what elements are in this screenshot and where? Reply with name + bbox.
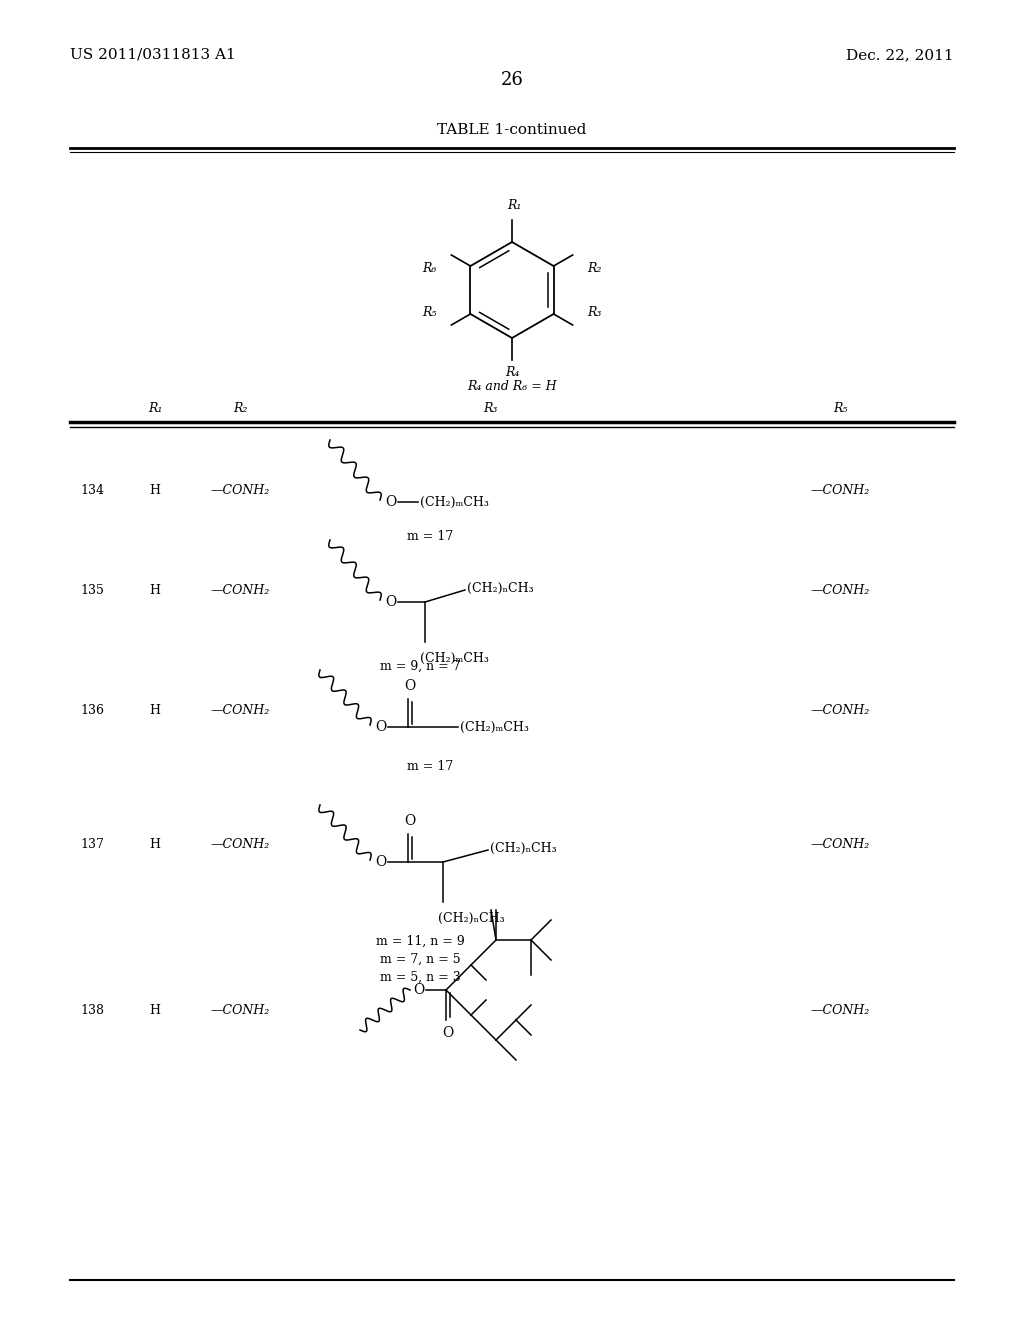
Text: —CONH₂: —CONH₂ — [210, 483, 269, 496]
Text: 134: 134 — [80, 483, 104, 496]
Text: 136: 136 — [80, 704, 104, 717]
Text: R₄: R₄ — [505, 366, 519, 379]
Text: —CONH₂: —CONH₂ — [210, 704, 269, 717]
Text: 137: 137 — [80, 838, 103, 851]
Text: m = 17: m = 17 — [407, 531, 454, 543]
Text: R₂: R₂ — [587, 261, 601, 275]
Text: O: O — [375, 855, 386, 869]
Text: 135: 135 — [80, 583, 103, 597]
Text: R₁: R₁ — [507, 199, 521, 213]
Text: Dec. 22, 2011: Dec. 22, 2011 — [847, 48, 954, 62]
Text: R₃: R₃ — [482, 403, 498, 414]
Text: (CH₂)ₘCH₃: (CH₂)ₘCH₃ — [460, 721, 528, 734]
Text: —CONH₂: —CONH₂ — [810, 483, 869, 496]
Text: R₃: R₃ — [587, 305, 601, 318]
Text: m = 11, n = 9
m = 7, n = 5
m = 5, n = 3: m = 11, n = 9 m = 7, n = 5 m = 5, n = 3 — [376, 935, 464, 983]
Text: (CH₂)ₙCH₃: (CH₂)ₙCH₃ — [438, 912, 505, 925]
Text: R₆: R₆ — [423, 261, 437, 275]
Text: O: O — [385, 595, 396, 609]
Text: 138: 138 — [80, 1003, 104, 1016]
Text: H: H — [150, 483, 161, 496]
Text: H: H — [150, 583, 161, 597]
Text: —CONH₂: —CONH₂ — [810, 1003, 869, 1016]
Text: m = 9, n = 7: m = 9, n = 7 — [380, 660, 461, 673]
Text: US 2011/0311813 A1: US 2011/0311813 A1 — [70, 48, 236, 62]
Text: —CONH₂: —CONH₂ — [810, 704, 869, 717]
Text: R₅: R₅ — [423, 305, 437, 318]
Text: (CH₂)ₘCH₃: (CH₂)ₘCH₃ — [420, 652, 488, 665]
Text: —CONH₂: —CONH₂ — [210, 583, 269, 597]
Text: —CONH₂: —CONH₂ — [210, 1003, 269, 1016]
Text: m = 17: m = 17 — [407, 760, 454, 774]
Text: O: O — [413, 983, 424, 997]
Text: O: O — [404, 678, 416, 693]
Text: O: O — [385, 495, 396, 510]
Text: R₄ and R₆ = H: R₄ and R₆ = H — [467, 380, 557, 393]
Text: R₂: R₂ — [232, 403, 247, 414]
Text: H: H — [150, 1003, 161, 1016]
Text: —CONH₂: —CONH₂ — [210, 838, 269, 851]
Text: —CONH₂: —CONH₂ — [810, 838, 869, 851]
Text: O: O — [404, 814, 416, 828]
Text: (CH₂)ₙCH₃: (CH₂)ₙCH₃ — [467, 582, 534, 594]
Text: O: O — [442, 1026, 454, 1040]
Text: R₁: R₁ — [147, 403, 162, 414]
Text: 26: 26 — [501, 71, 523, 88]
Text: —CONH₂: —CONH₂ — [810, 583, 869, 597]
Text: O: O — [375, 719, 386, 734]
Text: H: H — [150, 704, 161, 717]
Text: H: H — [150, 838, 161, 851]
Text: (CH₂)ₙCH₃: (CH₂)ₙCH₃ — [490, 842, 557, 854]
Text: (CH₂)ₘCH₃: (CH₂)ₘCH₃ — [420, 495, 488, 508]
Text: R₅: R₅ — [833, 403, 847, 414]
Text: TABLE 1-continued: TABLE 1-continued — [437, 123, 587, 137]
